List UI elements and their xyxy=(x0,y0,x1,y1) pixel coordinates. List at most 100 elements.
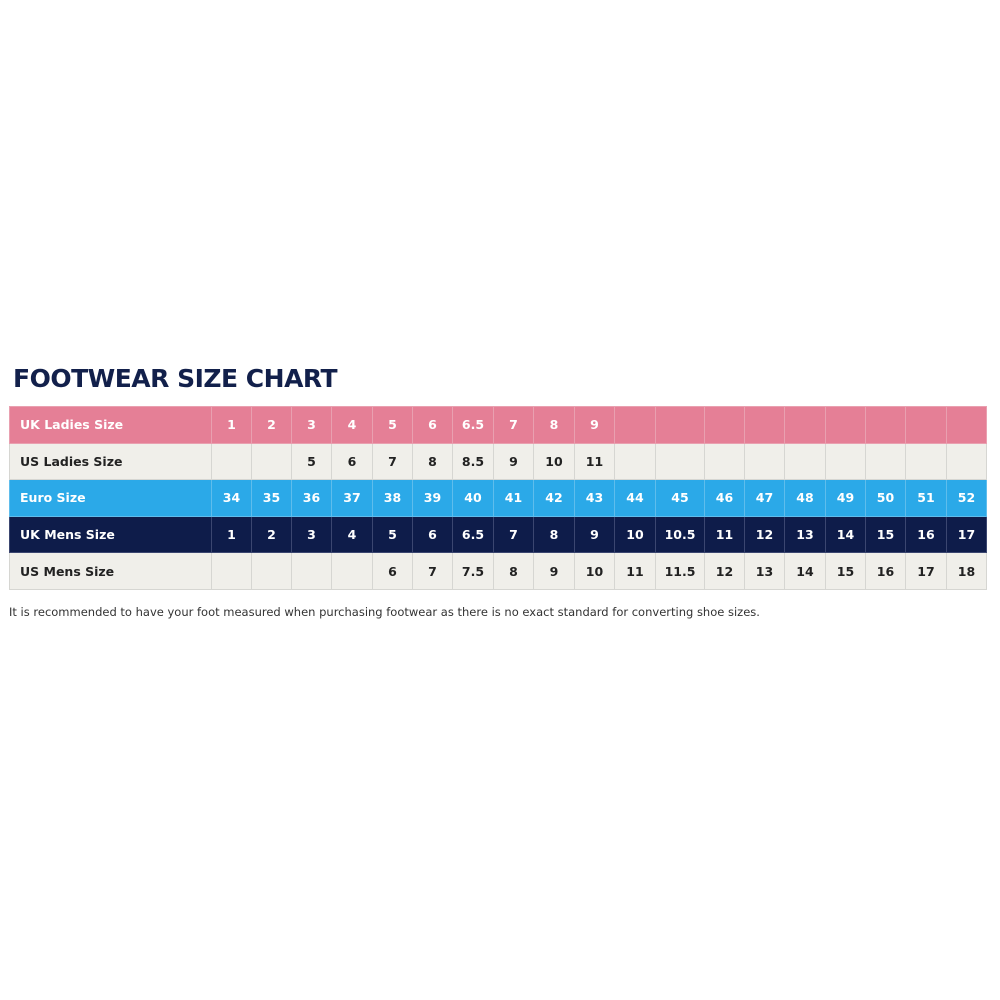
size-cell: 8.5 xyxy=(452,442,494,481)
size-cell: 9 xyxy=(574,515,615,554)
size-cell xyxy=(655,442,705,481)
size-cell: 43 xyxy=(574,479,615,517)
size-cell: 7 xyxy=(493,515,534,554)
size-cell xyxy=(905,442,947,481)
size-cell: 52 xyxy=(946,479,987,517)
row-label: US Mens Size xyxy=(9,552,212,590)
size-cell: 5 xyxy=(372,515,413,554)
size-cell xyxy=(211,442,252,481)
size-cell: 16 xyxy=(865,552,906,590)
size-cell xyxy=(251,442,292,481)
size-cell: 50 xyxy=(865,479,906,517)
size-cell: 37 xyxy=(331,479,373,517)
size-cell: 12 xyxy=(744,515,785,554)
size-cell: 14 xyxy=(784,552,826,590)
size-cell: 2 xyxy=(251,515,292,554)
size-cell: 7 xyxy=(372,442,413,481)
size-cell: 48 xyxy=(784,479,826,517)
size-cell: 8 xyxy=(533,515,575,554)
size-cell: 44 xyxy=(614,479,656,517)
size-cell xyxy=(905,406,947,444)
row-label: Euro Size xyxy=(9,479,212,517)
size-cell: 6 xyxy=(372,552,413,590)
size-cell: 12 xyxy=(704,552,745,590)
page-title: FOOTWEAR SIZE CHART xyxy=(13,364,338,393)
size-cell: 38 xyxy=(372,479,413,517)
size-cell: 9 xyxy=(574,406,615,444)
size-cell: 11 xyxy=(574,442,615,481)
size-cell xyxy=(825,442,866,481)
size-cell: 51 xyxy=(905,479,947,517)
size-cell: 3 xyxy=(291,515,332,554)
size-cell: 35 xyxy=(251,479,292,517)
size-cell: 40 xyxy=(452,479,494,517)
size-cell: 11 xyxy=(704,515,745,554)
size-cell xyxy=(331,552,373,590)
size-cell: 15 xyxy=(865,515,906,554)
size-cell: 4 xyxy=(331,406,373,444)
size-cell: 11.5 xyxy=(655,552,705,590)
size-chart-table: UK Ladies Size 1 2 3 4 5 6 6.5 7 8 9 US Ladies Size… xyxy=(9,406,987,590)
size-cell: 6.5 xyxy=(452,406,494,444)
size-cell: 9 xyxy=(493,442,534,481)
size-cell: 14 xyxy=(825,515,866,554)
size-cell xyxy=(614,406,656,444)
size-cell: 13 xyxy=(744,552,785,590)
size-cell xyxy=(211,552,252,590)
size-cell: 4 xyxy=(331,515,373,554)
size-cell: 7 xyxy=(412,552,453,590)
row-label: UK Mens Size xyxy=(9,515,212,554)
size-cell: 11 xyxy=(614,552,656,590)
size-cell: 15 xyxy=(825,552,866,590)
size-cell: 8 xyxy=(412,442,453,481)
size-cell: 10.5 xyxy=(655,515,705,554)
size-cell xyxy=(251,552,292,590)
size-cell: 1 xyxy=(211,515,252,554)
size-cell: 8 xyxy=(533,406,575,444)
table-row-uk-mens: UK Mens Size 1 2 3 4 5 6 6.5 7 8 9 10 10.5 11 12 13 14 15… xyxy=(9,515,987,554)
size-cell xyxy=(784,406,826,444)
size-cell: 2 xyxy=(251,406,292,444)
size-cell: 17 xyxy=(946,515,987,554)
size-cell: 3 xyxy=(291,406,332,444)
size-cell: 47 xyxy=(744,479,785,517)
size-cell: 42 xyxy=(533,479,575,517)
size-cell xyxy=(655,406,705,444)
size-cell: 10 xyxy=(533,442,575,481)
size-cell xyxy=(825,406,866,444)
size-cell: 13 xyxy=(784,515,826,554)
size-cell xyxy=(865,406,906,444)
size-cell xyxy=(946,442,987,481)
size-cell: 36 xyxy=(291,479,332,517)
size-cell xyxy=(704,406,745,444)
disclaimer-note: It is recommended to have your foot meas… xyxy=(9,605,760,619)
size-cell: 39 xyxy=(412,479,453,517)
size-cell xyxy=(946,406,987,444)
table-row-us-mens: US Mens Size 6 7 7.5 8 9 10 11 11.5 12 13 14 15 16 17 1… xyxy=(9,552,987,590)
size-cell: 34 xyxy=(211,479,252,517)
size-cell xyxy=(614,442,656,481)
size-cell: 10 xyxy=(574,552,615,590)
row-label: US Ladies Size xyxy=(9,442,212,481)
size-cell: 8 xyxy=(493,552,534,590)
size-cell: 1 xyxy=(211,406,252,444)
size-cell: 10 xyxy=(614,515,656,554)
size-cell xyxy=(744,406,785,444)
size-cell: 5 xyxy=(291,442,332,481)
size-cell xyxy=(291,552,332,590)
size-cell: 7.5 xyxy=(452,552,494,590)
size-cell: 16 xyxy=(905,515,947,554)
size-cell xyxy=(744,442,785,481)
table-row-uk-ladies: UK Ladies Size 1 2 3 4 5 6 6.5 7 8 9 xyxy=(9,406,987,444)
size-cell: 17 xyxy=(905,552,947,590)
size-cell: 6 xyxy=(412,515,453,554)
size-cell xyxy=(784,442,826,481)
size-cell: 41 xyxy=(493,479,534,517)
size-cell: 7 xyxy=(493,406,534,444)
size-cell xyxy=(865,442,906,481)
size-cell: 5 xyxy=(372,406,413,444)
table-row-us-ladies: US Ladies Size 5 6 7 8 8.5 9 10 11 xyxy=(9,442,987,481)
size-cell: 45 xyxy=(655,479,705,517)
size-cell: 9 xyxy=(533,552,575,590)
size-cell: 18 xyxy=(946,552,987,590)
